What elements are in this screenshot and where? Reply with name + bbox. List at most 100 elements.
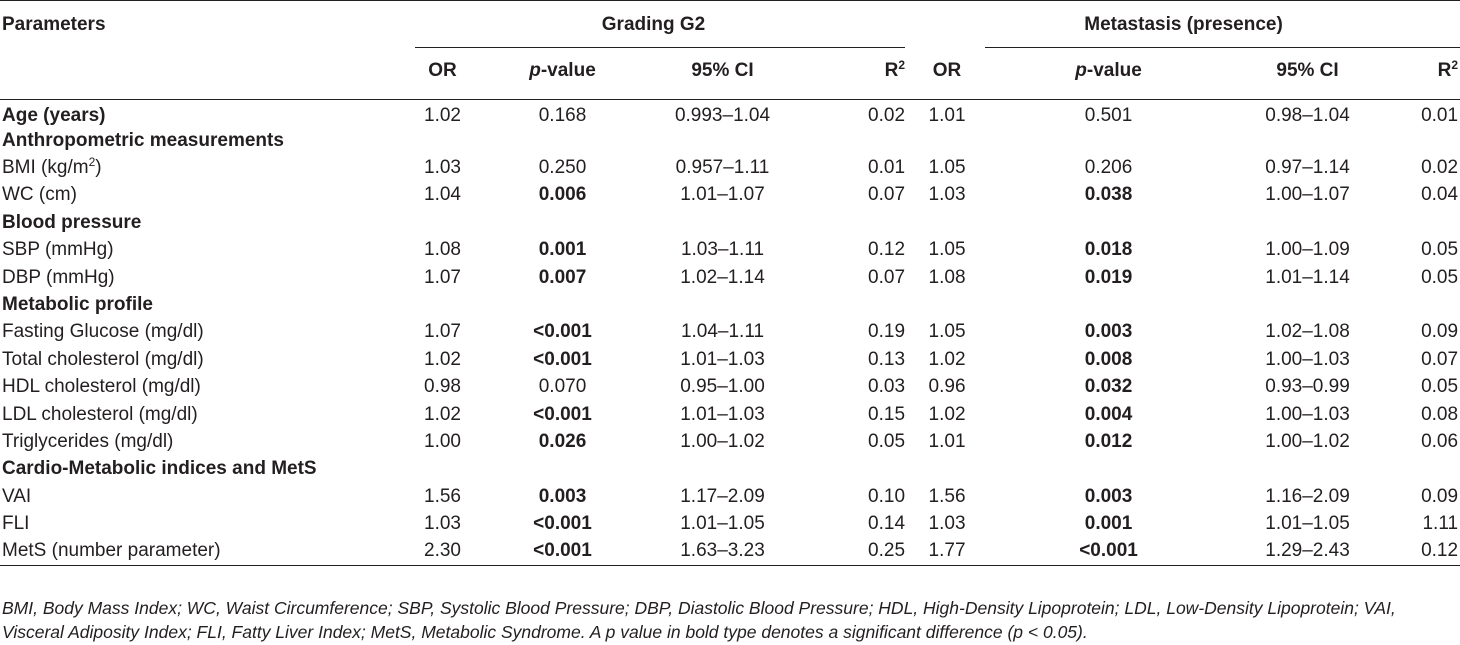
r2-cell: 0.05 <box>1421 239 1459 261</box>
pvalue-cell: 0.038 <box>1084 184 1133 206</box>
parameter-label: HDL cholesterol (mg/dl) <box>2 376 201 398</box>
grading-g2-header: Grading G2 <box>601 14 706 35</box>
metastasis-header: Metastasis (presence) <box>1084 14 1283 35</box>
r2-cell: 0.06 <box>1421 430 1459 452</box>
or-cell: 1.02 <box>928 403 966 425</box>
ci-cell: 1.16–2.09 <box>1265 485 1350 507</box>
r2-cell: 0.05 <box>868 430 906 452</box>
or-cell: 1.05 <box>928 239 966 261</box>
ci-cell: 1.02–1.08 <box>1265 321 1350 343</box>
or-cell: 1.01 <box>928 105 966 126</box>
table-row: Fasting Glucose (mg/dl) 1.07 <0.001 1.04–1.… <box>0 319 1460 346</box>
section-row: Blood pressure <box>0 209 1460 236</box>
ci-cell: 1.00–1.02 <box>1265 430 1350 452</box>
pvalue-cell: 0.019 <box>1084 266 1133 288</box>
section-row: Cardio-Metabolic indices and MetS <box>0 456 1460 483</box>
pvalue-cell: 0.001 <box>1084 513 1133 535</box>
table-row: Total cholesterol (mg/dl) 1.02 <0.001 1.01–… <box>0 346 1460 373</box>
r2-cell: 1.11 <box>1422 513 1459 535</box>
pvalue-cell: 0.007 <box>538 266 587 288</box>
or-cell: 2.30 <box>424 540 461 562</box>
r2-cell: 0.14 <box>868 513 906 535</box>
pvalue-cell: 0.012 <box>1084 430 1133 452</box>
pvalue-cell: 0.001 <box>538 239 587 261</box>
pvalue-cell: <0.001 <box>1079 540 1138 562</box>
ci-cell: 1.00–1.07 <box>1265 184 1350 206</box>
or-cell: 1.02 <box>424 105 461 126</box>
or-header: OR <box>932 59 962 81</box>
parameters-header: Parameters <box>2 14 106 35</box>
pvalue-cell: 0.018 <box>1084 239 1133 261</box>
or-cell: 1.03 <box>424 157 461 179</box>
r2-cell: 0.04 <box>1421 184 1459 206</box>
parameter-label: Triglycerides (mg/dl) <box>2 430 174 452</box>
ci-cell: 1.02–1.14 <box>680 266 765 288</box>
parameter-label: LDL cholesterol (mg/dl) <box>2 403 198 425</box>
pvalue-cell: 0.168 <box>538 105 587 126</box>
section-label: Cardio-Metabolic indices and MetS <box>2 458 317 480</box>
pvalue-cell: 0.070 <box>538 376 587 398</box>
ci-cell: 1.29–2.43 <box>1265 540 1350 562</box>
ci-header: 95% CI <box>691 59 754 81</box>
table-row: Triglycerides (mg/dl) 1.00 0.026 1.00–1.02 0… <box>0 428 1460 455</box>
ci-cell: 1.17–2.09 <box>680 485 765 507</box>
or-cell: 1.03 <box>424 513 461 535</box>
table-row: DBP (mmHg) 1.07 0.007 1.02–1.14 0.07 1.08 0.01… <box>0 264 1460 291</box>
ci-cell: 1.01–1.14 <box>1265 266 1350 288</box>
or-cell: 1.07 <box>424 321 461 343</box>
ci-cell: 0.93–0.99 <box>1265 376 1350 398</box>
r2-cell: 0.13 <box>868 348 906 370</box>
or-cell: 1.02 <box>928 348 966 370</box>
table-row: BMI (kg/m2) 1.03 0.250 0.957–1.11 0.01 1.05 0.… <box>0 154 1460 181</box>
blank-header-cell <box>0 43 400 100</box>
or-cell: 1.56 <box>928 485 966 507</box>
parameter-label: SBP (mmHg) <box>2 239 114 261</box>
or-cell: 1.05 <box>928 157 966 179</box>
metastasis-underline <box>985 47 1460 48</box>
pvalue-cell: 0.003 <box>1084 485 1133 507</box>
results-table: Parameters Grading G2 Metastasis (presen… <box>0 0 1460 566</box>
ci-cell: 1.01–1.07 <box>680 184 765 206</box>
parameter-label: BMI (kg/m2) <box>2 155 102 179</box>
pvalue-cell: 0.004 <box>1084 403 1133 425</box>
r2-cell: 0.01 <box>1421 105 1459 126</box>
ci-cell: 1.00–1.03 <box>1265 403 1350 425</box>
ci-cell: 1.03–1.11 <box>680 239 765 261</box>
table-row: VAI 1.56 0.003 1.17–2.09 0.10 1.56 0.003 1.16–2… <box>0 483 1460 510</box>
pvalue-cell: <0.001 <box>533 540 592 562</box>
pvalue-cell: 0.006 <box>538 184 587 206</box>
section-label: Blood pressure <box>2 211 142 233</box>
ci-cell: 1.04–1.11 <box>680 321 765 343</box>
ci-cell: 1.00–1.03 <box>1265 348 1350 370</box>
ci-cell: 1.01–1.05 <box>1265 513 1350 535</box>
r2-cell: 0.02 <box>868 105 906 126</box>
r2-header: R2 <box>1437 57 1459 81</box>
ci-cell: 1.01–1.03 <box>680 348 765 370</box>
or-cell: 1.04 <box>424 184 461 206</box>
pvalue-cell: 0.206 <box>1084 157 1133 179</box>
or-header: OR <box>428 59 457 81</box>
ci-cell: 0.957–1.11 <box>675 157 770 179</box>
or-cell: 1.56 <box>424 485 461 507</box>
section-label: Age (years) <box>2 105 106 126</box>
grading-g2-underline <box>415 47 905 48</box>
column-header-row: OR p-value 95% CI R2 OR p-value 95% CI R… <box>0 43 1460 100</box>
table-row: LDL cholesterol (mg/dl) 1.02 <0.001 1.01–1.… <box>0 401 1460 428</box>
r2-cell: 0.25 <box>868 540 906 562</box>
r2-cell: 0.05 <box>1421 266 1459 288</box>
pvalue-cell: <0.001 <box>533 513 592 535</box>
section-row: Metabolic profile <box>0 291 1460 318</box>
table-row: FLI 1.03 <0.001 1.01–1.05 0.14 1.03 0.001 1.01–… <box>0 510 1460 537</box>
r2-cell: 0.12 <box>868 239 906 261</box>
or-cell: 1.01 <box>928 430 966 452</box>
pvalue-cell: 0.026 <box>538 430 587 452</box>
r2-header: R2 <box>884 57 906 81</box>
parameter-label: VAI <box>2 485 32 507</box>
section-label: Metabolic profile <box>2 294 153 316</box>
parameter-label: Total cholesterol (mg/dl) <box>2 348 204 370</box>
r2-cell: 0.07 <box>868 184 906 206</box>
r2-cell: 0.03 <box>868 376 906 398</box>
pvalue-header: p-value <box>1075 59 1142 81</box>
pvalue-cell: 0.003 <box>538 485 587 507</box>
